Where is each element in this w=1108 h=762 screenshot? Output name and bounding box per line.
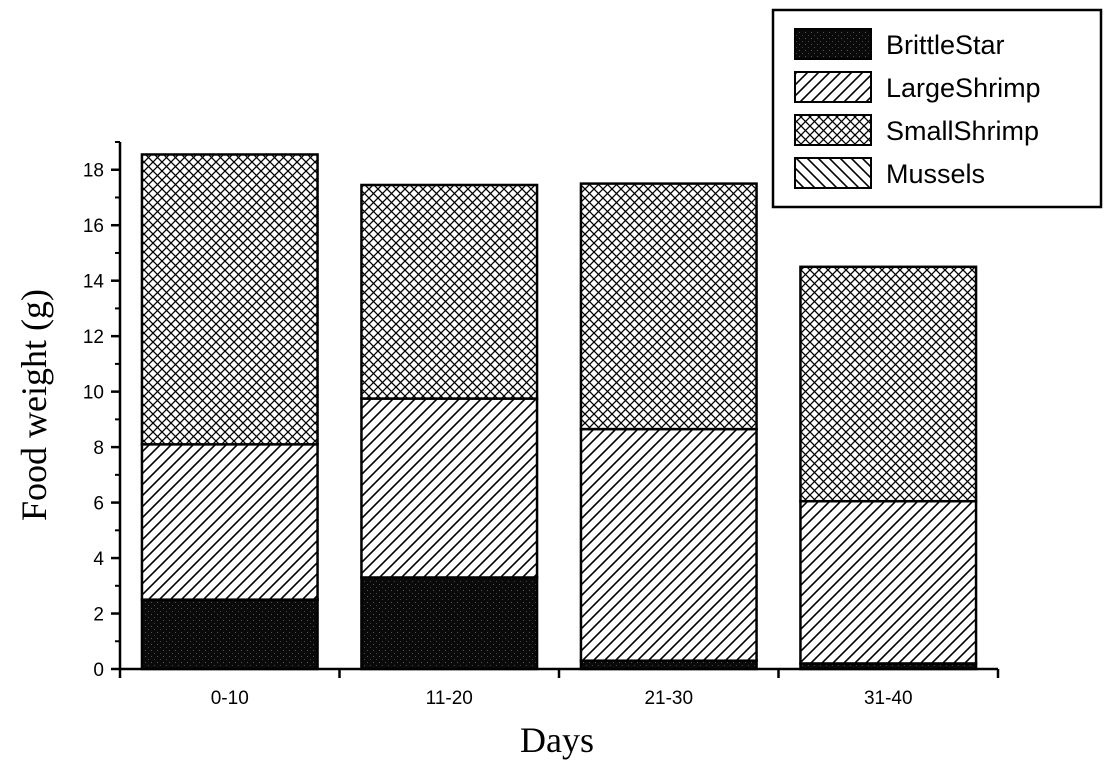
legend-label-smallshrimp: SmallShrimp [886, 116, 1039, 146]
y-tick-label: 16 [83, 216, 104, 237]
legend-swatch-mussels [794, 157, 872, 189]
bar-segment-largeshrimp-3 [799, 499, 978, 665]
y-tick-label: 10 [83, 383, 104, 404]
y-tick-label: 0 [93, 660, 104, 681]
y-axis-title: Food weight (g) [14, 289, 54, 521]
bar-segment-smallshrimp-0 [140, 153, 319, 446]
x-axis-title: Days [520, 720, 594, 760]
y-tick-label: 2 [93, 605, 104, 626]
bar-segment-largeshrimp-1 [360, 397, 539, 579]
x-tick-label: 11-20 [426, 688, 473, 709]
bar-segment-smallshrimp-2 [579, 182, 758, 431]
y-tick-label: 18 [83, 161, 104, 182]
y-tick-label: 14 [83, 272, 105, 293]
legend: BrittleStar LargeShrimp SmallShrimp Mussels [771, 8, 1103, 209]
x-tick-label: 31-40 [864, 688, 913, 709]
bar-segment-brittlestar-0 [140, 598, 319, 671]
legend-swatch-smallshrimp [794, 114, 872, 146]
bar-segment-largeshrimp-2 [579, 427, 758, 662]
legend-swatch-brittlestar [794, 28, 872, 60]
y-tick-label: 4 [93, 549, 104, 570]
legend-swatch-largeshrimp [794, 71, 872, 103]
x-tick-label: 21-30 [644, 688, 693, 709]
legend-label-brittlestar: BrittleStar [886, 30, 1005, 60]
x-ticks: 0-10 11-20 21-30 31-40 [118, 669, 1000, 709]
y-tick-label: 12 [83, 327, 104, 348]
legend-label-largeshrimp: LargeShrimp [886, 73, 1041, 103]
y-tick-label: 6 [93, 494, 104, 515]
bar-segment-brittlestar-1 [360, 576, 539, 671]
bar-segment-largeshrimp-0 [140, 443, 319, 601]
bars [140, 153, 978, 671]
legend-label-mussels: Mussels [886, 159, 985, 189]
bar-segment-smallshrimp-1 [360, 183, 539, 400]
x-tick-label: 0-10 [211, 688, 249, 709]
bar-segment-smallshrimp-3 [799, 265, 978, 503]
y-tick-label: 8 [93, 438, 104, 459]
y-ticks: 0 2 4 6 8 10 12 14 16 18 [83, 141, 120, 681]
